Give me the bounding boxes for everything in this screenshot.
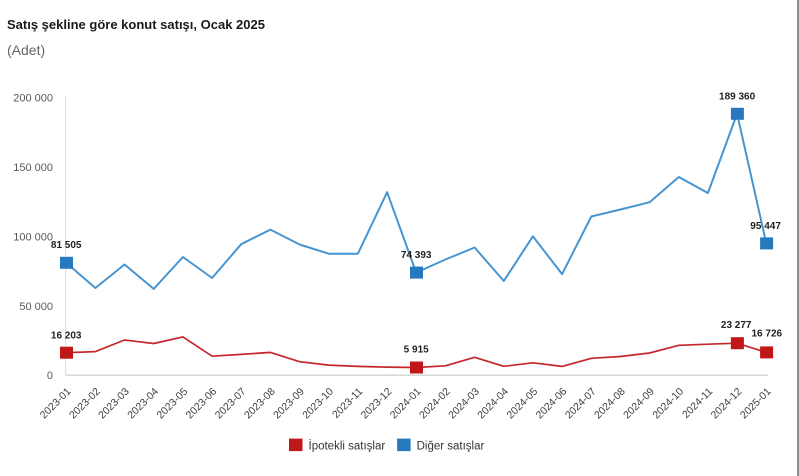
svg-text:2024-01: 2024-01 xyxy=(388,386,424,422)
svg-text:95 447: 95 447 xyxy=(750,221,781,232)
svg-text:2023-02: 2023-02 xyxy=(67,386,103,422)
svg-text:2023-09: 2023-09 xyxy=(271,386,307,422)
svg-text:2024-09: 2024-09 xyxy=(621,386,657,422)
svg-text:2024-12: 2024-12 xyxy=(709,386,745,422)
svg-text:2024-05: 2024-05 xyxy=(504,386,540,422)
svg-text:16 203: 16 203 xyxy=(51,330,82,341)
svg-text:23 277: 23 277 xyxy=(721,320,752,331)
svg-text:2023-01: 2023-01 xyxy=(38,386,74,422)
svg-text:150 000: 150 000 xyxy=(13,162,53,174)
svg-text:2024-10: 2024-10 xyxy=(650,386,686,422)
svg-text:2024-03: 2024-03 xyxy=(446,386,482,422)
svg-text:2024-02: 2024-02 xyxy=(417,386,453,422)
svg-text:2023-12: 2023-12 xyxy=(359,386,395,422)
svg-text:2023-03: 2023-03 xyxy=(96,386,132,422)
svg-text:Diğer satışlar: Diğer satışlar xyxy=(417,440,485,452)
svg-text:2023-07: 2023-07 xyxy=(213,386,249,422)
svg-text:2023-04: 2023-04 xyxy=(125,386,161,422)
svg-text:2023-08: 2023-08 xyxy=(242,386,278,422)
svg-text:2023-05: 2023-05 xyxy=(154,386,190,422)
svg-text:2025-01: 2025-01 xyxy=(738,386,774,422)
svg-text:74 393: 74 393 xyxy=(401,250,432,261)
svg-text:2024-07: 2024-07 xyxy=(563,386,599,422)
svg-text:2023-10: 2023-10 xyxy=(300,386,336,422)
svg-text:0: 0 xyxy=(47,370,53,382)
svg-text:100 000: 100 000 xyxy=(13,231,53,243)
svg-text:5 915: 5 915 xyxy=(404,344,429,355)
svg-text:2024-04: 2024-04 xyxy=(475,386,511,422)
svg-text:2024-08: 2024-08 xyxy=(592,386,628,422)
svg-text:50 000: 50 000 xyxy=(19,301,53,313)
svg-text:2024-06: 2024-06 xyxy=(534,386,570,422)
svg-text:16 726: 16 726 xyxy=(752,328,783,339)
svg-text:200 000: 200 000 xyxy=(13,93,53,105)
svg-text:İpotekli satışlar: İpotekli satışlar xyxy=(309,439,386,452)
svg-text:2023-06: 2023-06 xyxy=(184,386,220,422)
svg-text:81 505: 81 505 xyxy=(51,240,82,251)
svg-text:189 360: 189 360 xyxy=(719,92,756,103)
